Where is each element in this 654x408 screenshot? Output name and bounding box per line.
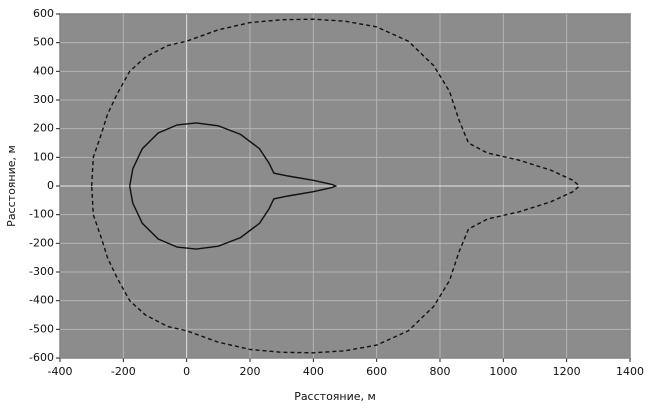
y-axis-label: Расстояние, м	[5, 145, 18, 227]
y-tick-label: -200	[29, 236, 54, 249]
y-tick-label: -500	[29, 322, 54, 335]
x-tick-label: -400	[48, 365, 73, 378]
y-tick-label: -100	[29, 208, 54, 221]
y-tick-label: -400	[29, 294, 54, 307]
x-axis-label: Расстояние, м	[294, 390, 376, 403]
y-tick-label: 0	[47, 179, 54, 192]
x-tick-label: 200	[240, 365, 261, 378]
y-tick-label: 500	[33, 36, 54, 49]
y-tick-label: 300	[33, 93, 54, 106]
y-tick-label: 200	[33, 122, 54, 135]
x-tick-label: 600	[366, 365, 387, 378]
y-tick-label: -600	[29, 351, 54, 364]
y-tick-label: -300	[29, 265, 54, 278]
x-tick-label: 0	[183, 365, 190, 378]
y-tick-label: 100	[33, 150, 54, 163]
y-tick-label: 600	[33, 7, 54, 20]
x-tick-label: 1200	[553, 365, 581, 378]
x-tick-label: -200	[111, 365, 136, 378]
x-tick-label: 800	[430, 365, 451, 378]
curve	[129, 122, 338, 250]
y-tick-label: 400	[33, 64, 54, 77]
x-tick-label: 1400	[616, 365, 644, 378]
x-tick-label: 1000	[489, 365, 517, 378]
x-tick-label: 400	[303, 365, 324, 378]
